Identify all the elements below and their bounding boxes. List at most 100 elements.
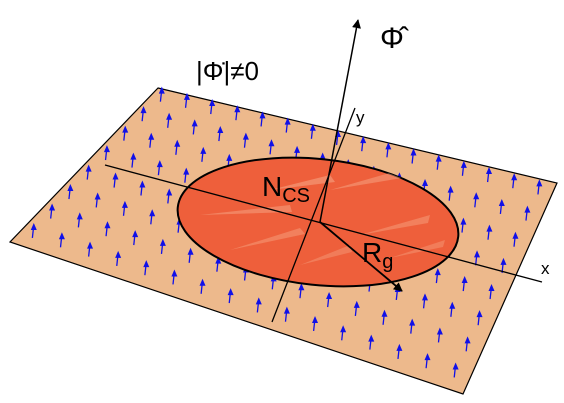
field-arrow-head [158,86,165,94]
x-axis-label: x [541,259,550,278]
field-arrow-head [283,306,290,314]
field-arrow-head [473,192,480,200]
field-arrow-head [227,288,234,296]
field-arrow-head [112,172,119,180]
ncs-subscript: CS [282,185,310,207]
field-arrow-head [385,142,392,150]
field-arrow-head [139,180,146,188]
field-arrow-head [140,106,147,114]
disk-highlights [200,170,445,265]
field-arrow-head [368,334,375,342]
field-arrow-head [156,160,163,168]
field-arrow-head [104,221,111,229]
field-arrow-head [183,92,190,100]
field-arrow-head [476,310,483,318]
field-arrow-head [183,167,190,175]
field-arrow-head [284,117,291,125]
field-arrow-head [421,293,428,301]
field-arrow-head [524,205,531,213]
field-arrow-head [87,241,94,249]
ncs-main: N [262,171,282,202]
field-arrow-head [199,278,206,286]
field-arrow-head [76,212,83,220]
field-arrow-head [294,145,301,153]
field-arrow-head [166,112,173,120]
field-arrow-head [298,283,305,291]
field-arrow-head [149,209,156,217]
field-arrow-head [259,111,266,119]
phi-hat-label: Φ̂ [380,22,409,55]
field-arrow-head [410,148,417,156]
field-arrow-head [187,247,194,255]
field-arrow-head [130,152,137,160]
field-arrow-head [209,99,216,107]
field-arrow-head [103,145,110,153]
field-arrow-head [255,297,262,305]
y-axis-line [271,107,356,323]
field-arrow-head [85,164,92,172]
field-arrow-head [226,153,233,161]
field-norm-label: |Φ̇|≠0 [196,56,259,86]
phi-hat-arrow [319,19,361,223]
field-arrow-head [217,126,224,134]
field-arrow-head [422,179,429,187]
field-arrow-head [353,300,360,308]
field-arrow-head [396,343,403,351]
ncs-label: NCS [262,171,310,207]
field-arrow-head [30,222,37,230]
field-arrow-head [512,231,519,239]
field-arrow-head [143,260,150,268]
field-arrow-head [58,232,65,240]
field-arrow-head [115,250,122,258]
field-arrow-head [94,192,101,200]
field-arrow-head [488,284,495,292]
field-arrow-head [121,200,128,208]
field-arrow-head [67,184,74,192]
field-arrow-head [498,198,505,206]
field-arrow-head [234,105,241,113]
field-arrow-head [340,325,347,333]
field-arrow-head [166,188,173,196]
field-arrow-head [409,318,416,326]
field-arrow-head [159,238,166,246]
field-arrow-head [174,139,181,147]
field-arrow-head [486,224,493,232]
field-arrow-head [436,327,443,335]
field-arrow-head [312,315,319,323]
field-arrow-head [424,353,431,361]
field-arrow-head [486,167,493,175]
rg-main: R [362,237,382,268]
field-arrow-head [464,336,471,344]
y-axis-label: y [356,108,365,127]
field-arrow-head [461,276,468,284]
field-arrow-head [49,203,56,211]
field-arrow-head [536,179,543,187]
field-arrow-head [381,309,388,317]
field-arrow-head [434,268,441,276]
field-arrow-head [500,257,507,265]
field-arrow-head [460,217,467,225]
field-arrow-head [319,152,326,160]
field-arrow-head [452,362,459,370]
field-arrow-head [474,250,481,258]
field-arrow-head [511,173,518,181]
field-arrow-head [215,256,222,264]
x-axis-line [104,164,543,283]
field-arrow-head [148,132,155,140]
field-arrow-head [435,154,442,162]
field-arrow-head [171,269,178,277]
field-arrow-head [326,292,333,300]
field-arrow-head [132,230,139,238]
rg-subscript: g [382,251,393,273]
field-arrow-head [309,123,316,131]
field-arrow-head [447,185,454,193]
field-arrow-head [122,125,129,133]
radius-arrow [319,221,403,292]
field-arrow-head [242,132,249,140]
rg-label: Rg [362,237,393,273]
field-arrow-head [449,301,456,309]
field-arrow-head [360,136,367,144]
field-arrow-head [460,160,467,168]
field-arrow-head [191,119,198,127]
